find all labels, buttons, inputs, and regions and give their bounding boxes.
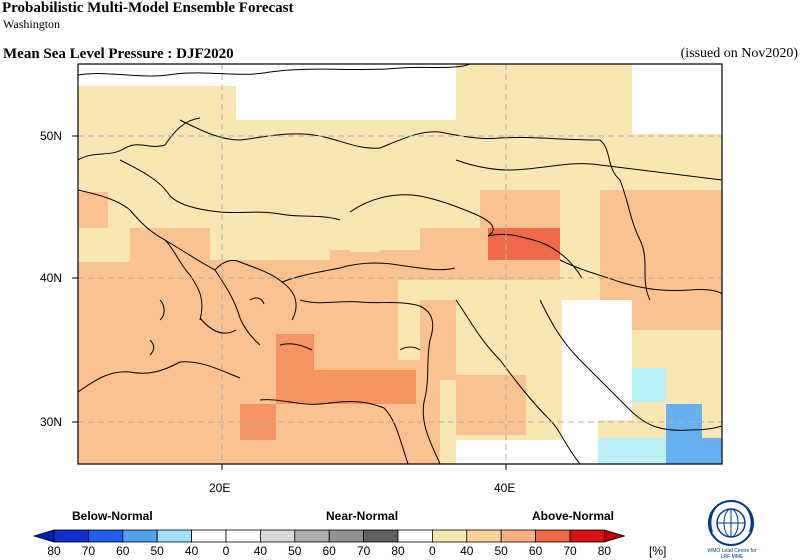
colorbar-cell <box>53 529 89 543</box>
colorbar-cell <box>500 529 537 543</box>
colorbar-cell <box>191 529 227 543</box>
map-frame <box>77 63 723 465</box>
graticule <box>78 64 722 464</box>
colorbar-cell <box>156 529 192 543</box>
lon-label-40e: 40E <box>494 481 516 495</box>
center-name: Washington <box>3 17 61 31</box>
colorbar-tick-label: 40 <box>460 544 474 558</box>
colorbar-cell <box>363 529 399 543</box>
lon-label-20e: 20E <box>209 481 231 495</box>
legend-near-normal: Near-Normal <box>326 509 399 523</box>
lat-label-30n: 30N <box>40 415 63 429</box>
colorbar-tick-label: 70 <box>563 544 577 558</box>
colorbar-arrow-left <box>32 529 55 543</box>
colorbar-cell <box>569 529 605 543</box>
colorbar-cell <box>397 529 433 543</box>
legend-below-normal: Below-Normal <box>72 509 153 523</box>
colorbar-tick-label: 80 <box>597 544 612 558</box>
colorbar-tick-label: 0 <box>222 544 230 558</box>
colorbar-tick-label: 50 <box>150 544 164 558</box>
probability-grid <box>78 64 722 464</box>
wmo-logo-icon <box>708 500 754 546</box>
colorbar-tick-label: 0 <box>429 544 436 558</box>
colorbar-tick-label: 60 <box>116 544 130 558</box>
colorbar-arrow-right <box>604 529 626 543</box>
legend-unit: [%] <box>649 544 667 558</box>
colorbar-tick-label: 70 <box>356 544 371 558</box>
variable-title: Mean Sea Level Pressure : DJF2020 <box>3 46 234 62</box>
colorbar-cell <box>466 529 502 543</box>
colorbar-tick-label: 50 <box>288 544 302 558</box>
colorbar-tick-label: 60 <box>528 544 543 558</box>
forecast-map <box>72 63 723 470</box>
colorbar-tick-label: 40 <box>184 544 199 558</box>
colorbar-cell <box>259 529 296 543</box>
colorbar-cell <box>294 529 330 543</box>
coastlines <box>78 64 722 464</box>
colorbar-tick-label: 70 <box>81 544 96 558</box>
colorbar-tick-label: 50 <box>494 544 508 558</box>
legend-above-normal: Above-Normal <box>532 509 615 523</box>
page-title: Probabilistic Multi-Model Ensemble Forec… <box>2 0 294 16</box>
logo-caption: WMO Lead Centre for LRF MME <box>707 548 757 560</box>
colorbar-cell <box>122 529 158 543</box>
colorbar-cell <box>328 529 365 543</box>
colorbar-tick-label: 60 <box>322 544 336 558</box>
colorbar-tick-label: 40 <box>253 544 268 558</box>
colorbar-tick-label: 80 <box>47 544 61 558</box>
colorbar-cell <box>225 529 261 543</box>
lat-label-40n: 40N <box>40 271 63 285</box>
colorbar-cell <box>431 529 468 543</box>
colorbar-cell <box>88 529 124 543</box>
colorbar-tick-label: 80 <box>391 544 405 558</box>
colorbar-cell <box>535 529 571 543</box>
color-legend-cells <box>32 529 626 543</box>
lat-label-50n: 50N <box>40 129 63 143</box>
issued-date: (issued on Nov2020) <box>680 46 798 61</box>
